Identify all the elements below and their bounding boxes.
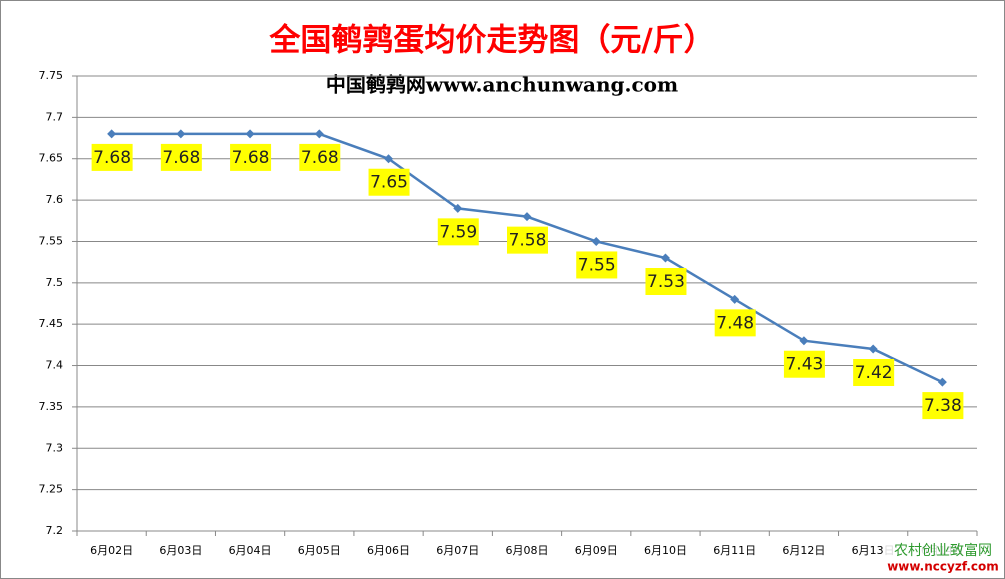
value-label: 7.55 (578, 255, 616, 275)
value-label: 7.53 (647, 272, 685, 292)
marker (937, 377, 947, 387)
marker (522, 212, 532, 222)
value-label-box (160, 143, 202, 171)
y-tick-label: 7.65 (39, 152, 64, 165)
marker (384, 154, 394, 164)
marker (591, 236, 601, 246)
value-label: 7.38 (924, 396, 962, 416)
value-label-box (853, 359, 895, 386)
value-label-box (714, 309, 756, 337)
y-tick-label: 7.25 (39, 483, 64, 496)
y-tick-label: 7.35 (39, 400, 64, 413)
y-tick-label: 7.5 (46, 276, 64, 289)
y-tick-label: 7.7 (46, 110, 64, 123)
value-label-box (922, 392, 964, 420)
value-label: 7.68 (232, 148, 270, 168)
value-label-box (230, 143, 272, 171)
value-label-box (299, 143, 341, 171)
watermark-url: www.nccyzf.com (887, 560, 999, 574)
value-label: 7.68 (162, 148, 200, 168)
y-tick-label: 7.6 (46, 193, 64, 206)
value-label-box (91, 143, 133, 171)
x-tick-label: 6月13日 (852, 544, 895, 557)
value-label-box (576, 251, 618, 279)
value-label: 7.68 (301, 148, 339, 168)
value-label: 7.48 (716, 313, 754, 333)
x-tick-label: 6月07日 (436, 544, 479, 557)
value-label: 7.59 (439, 222, 477, 242)
x-tick-label: 6月02日 (90, 544, 133, 557)
y-tick-label: 7.45 (39, 317, 64, 330)
x-tick-label: 6月05日 (298, 544, 341, 557)
value-label-box (368, 168, 410, 196)
value-label-box (507, 226, 548, 254)
x-tick-label: 6月09日 (575, 544, 618, 557)
value-label: 7.43 (785, 355, 823, 375)
y-tick-label: 7.75 (39, 69, 64, 82)
x-tick-label: 6月08日 (506, 544, 549, 557)
value-label-box (437, 218, 479, 246)
marker (799, 336, 809, 346)
watermark-box (884, 541, 1002, 576)
y-tick-label: 7.2 (46, 524, 64, 537)
watermark-name: 农村创业致富网 (894, 542, 992, 559)
marker (660, 253, 670, 263)
y-tick-label: 7.55 (39, 234, 64, 247)
value-label: 7.58 (509, 231, 547, 251)
x-tick-label: 6月12日 (782, 544, 825, 557)
value-label-box (645, 268, 687, 295)
marker (107, 129, 117, 139)
x-tick-label: 6月04日 (229, 544, 272, 557)
value-label: 7.42 (855, 363, 893, 383)
marker (176, 129, 186, 139)
marker (245, 129, 255, 139)
chart-title: 全国鹌鹑蛋均价走势图（元/斤） (268, 23, 714, 59)
x-tick-label: 6月10日 (644, 544, 687, 557)
x-tick-label: 6月11日 (713, 544, 756, 557)
x-tick-label: 6月03日 (159, 544, 202, 557)
marker (730, 294, 740, 304)
value-label-box (783, 350, 825, 378)
x-tick-label: 6月06日 (367, 544, 410, 557)
marker (868, 344, 878, 354)
value-label: 7.68 (93, 148, 131, 168)
value-label: 7.65 (370, 173, 408, 193)
marker (453, 203, 463, 213)
y-tick-label: 7.4 (46, 359, 64, 372)
y-tick-label: 7.3 (46, 441, 64, 454)
marker (314, 129, 324, 139)
